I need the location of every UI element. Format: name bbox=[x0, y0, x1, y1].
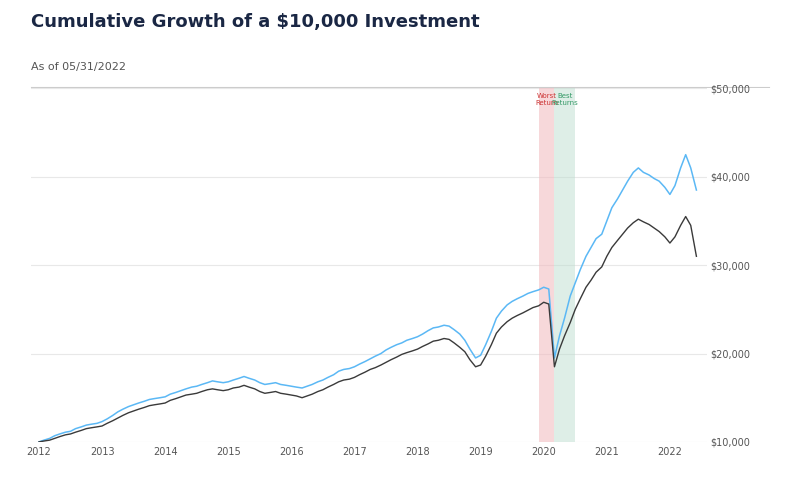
Text: Best
Returns: Best Returns bbox=[552, 93, 579, 106]
Bar bbox=[539, 88, 554, 442]
Text: Cumulative Growth of a $10,000 Investment: Cumulative Growth of a $10,000 Investmen… bbox=[31, 13, 480, 31]
Bar bbox=[554, 88, 575, 442]
Text: As of 05/31/2022: As of 05/31/2022 bbox=[31, 62, 126, 72]
Text: Worst
Return: Worst Return bbox=[535, 93, 558, 106]
